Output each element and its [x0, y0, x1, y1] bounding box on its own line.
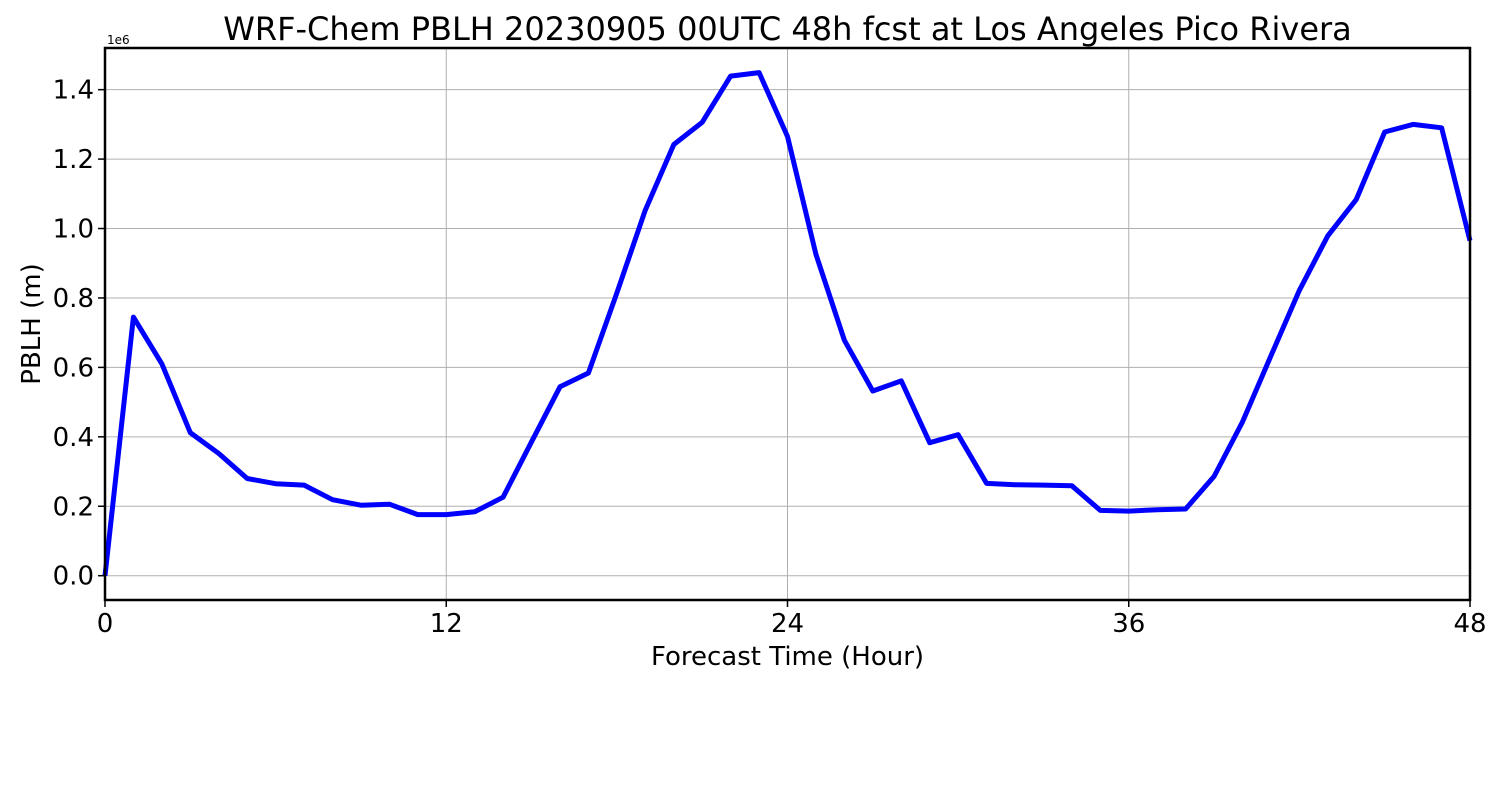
x-axis-label: Forecast Time (Hour)	[651, 642, 924, 672]
x-tick-label: 24	[771, 609, 804, 639]
y-tick-label: 0.0	[53, 562, 94, 592]
y-tick-label: 0.8	[53, 284, 94, 314]
grid-layer	[104, 48, 1471, 600]
chart-title: WRF-Chem PBLH 20230905 00UTC 48h fcst at…	[223, 10, 1352, 48]
y-axis-label: PBLH (m)	[17, 263, 47, 384]
tick-layer: 0 12 24 36 48 0.0 0.2 0.4 0.6 0.8 1.0 1.2 1.4	[53, 76, 1487, 639]
x-tick-label: 36	[1112, 609, 1145, 639]
pblh-series-line	[102, 70, 1473, 576]
y-scale-label: 1e6	[107, 33, 130, 47]
y-tick-label: 1.2	[53, 145, 94, 175]
y-tick-label: 0.2	[53, 492, 94, 522]
x-tick-label: 48	[1453, 609, 1486, 639]
series-layer	[102, 70, 1473, 576]
y-tick-label: 0.4	[53, 423, 94, 453]
x-tick-label: 0	[97, 609, 114, 639]
y-tick-label: 0.6	[53, 353, 94, 383]
y-tick-label: 1.4	[53, 76, 94, 106]
y-tick-label: 1.0	[53, 215, 94, 245]
x-tick-label: 12	[430, 609, 463, 639]
